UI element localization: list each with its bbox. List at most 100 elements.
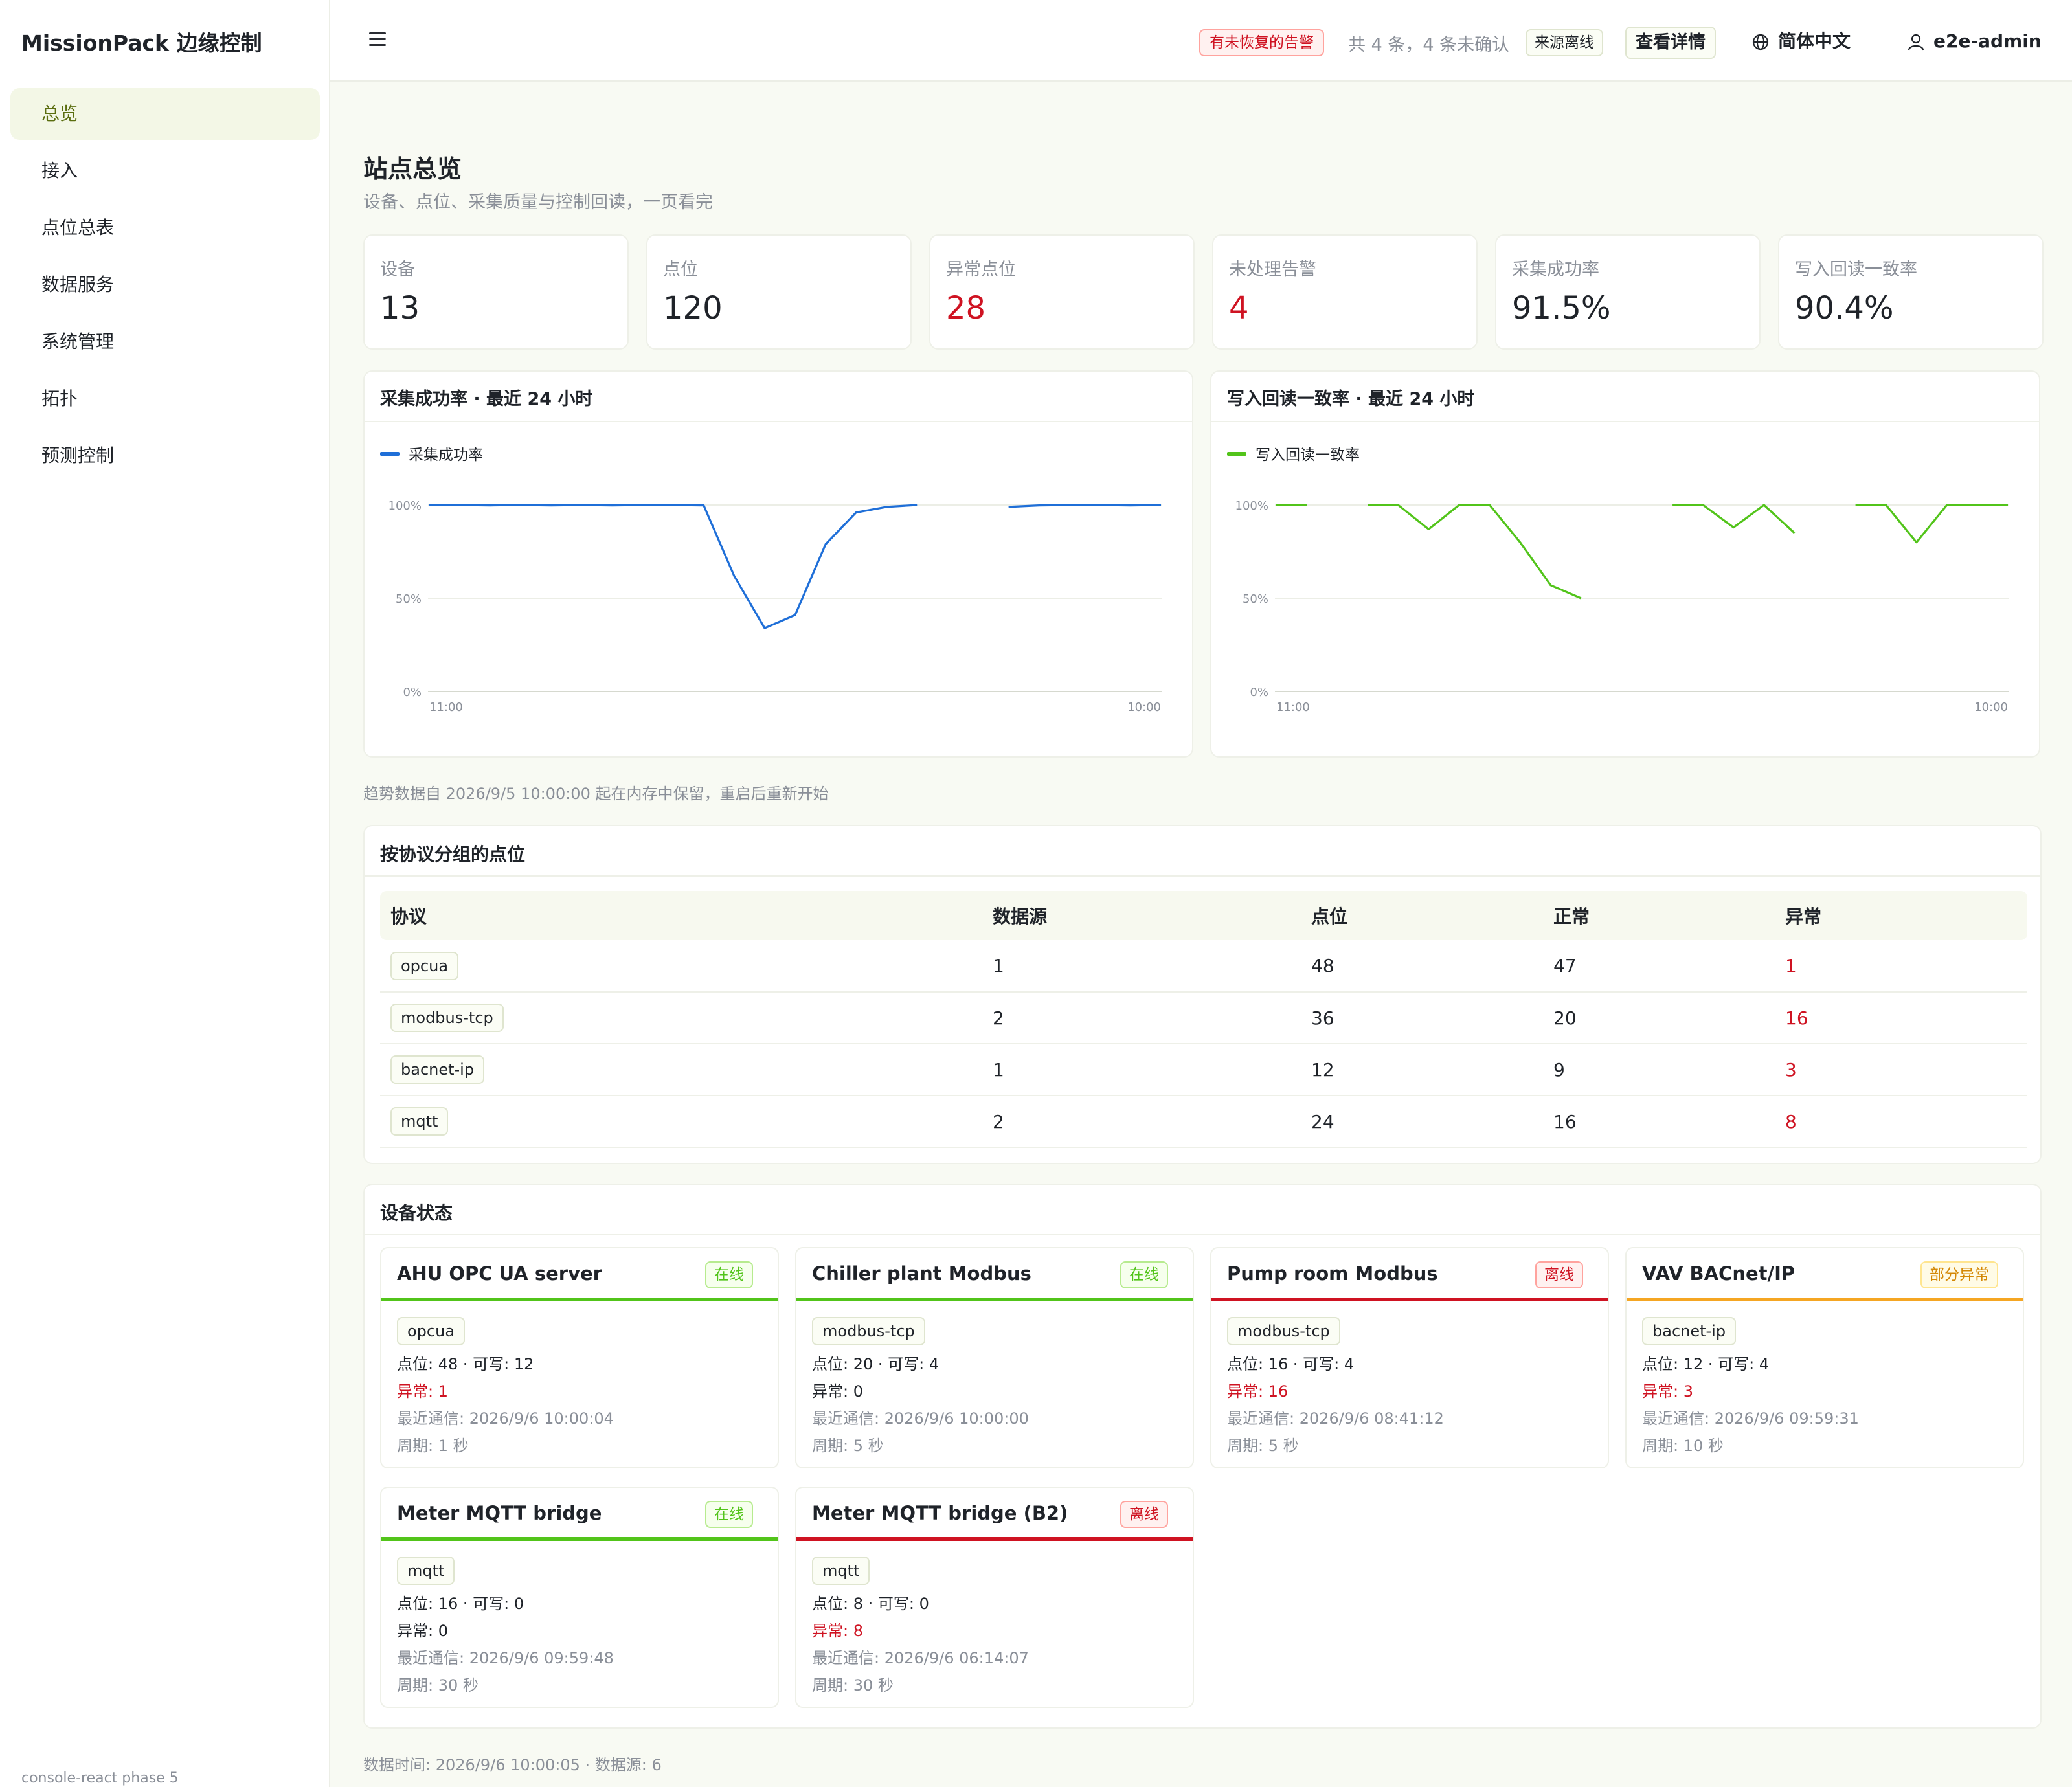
protocol-tag: opcua [397, 1317, 466, 1345]
points-cell: 36 [1301, 992, 1543, 1044]
sidebar-menu: 总览接入点位总表数据服务系统管理拓扑预测控制 [10, 88, 320, 487]
kpi-card: 未处理告警 4 [1212, 234, 1478, 350]
device-abnormal: 异常: 8 [812, 1622, 863, 1640]
column-header: 点位 [1301, 891, 1543, 940]
device-details: modbus-tcp 点位: 20 · 可写: 4 异常: 0 最近通信: 2026/… [812, 1317, 1029, 1459]
sources-cell: 1 [982, 1044, 1301, 1096]
sidebar-item-overview[interactable]: 总览 [10, 88, 320, 140]
sidebar-item-system-admin[interactable]: 系统管理 [41, 331, 115, 352]
series-line [429, 504, 918, 629]
device-status-card: 设备状态 AHU OPC UA server 在线 opcua 点位: 48 · 可写… [363, 1184, 2042, 1729]
series-line [1672, 504, 1796, 534]
device-details: mqtt 点位: 8 · 可写: 0 异常: 8 最近通信: 2026/9/6 06:… [812, 1557, 1029, 1699]
y-tick-label: 0% [1250, 686, 1268, 699]
normal-cell: 9 [1543, 1044, 1775, 1096]
sidebar: MissionPack 边缘控制 总览 接入 点位总表 数据服务 系统管理 拓扑 预测控制 … [0, 0, 330, 1787]
device-status-badge: 部分异常 [1920, 1261, 1998, 1288]
kpi-card: 采集成功率 91.5% [1495, 234, 1761, 350]
device-points: 点位: 16 · 可写: 0 [397, 1595, 524, 1613]
protocol-tag: bacnet-ip [390, 1055, 485, 1084]
device-status-badge: 在线 [705, 1501, 753, 1528]
device-name: Pump room Modbus [1227, 1263, 1438, 1285]
device-name: VAV BACnet/IP [1642, 1263, 1796, 1285]
device-status-badge: 离线 [1535, 1261, 1583, 1288]
x-tick-label: 11:00 [1276, 701, 1310, 714]
y-tick-label: 0% [403, 686, 422, 699]
device-status-badge: 在线 [705, 1261, 753, 1288]
column-header: 异常 [1775, 891, 2027, 940]
device-period: 周期: 5 秒 [812, 1437, 884, 1455]
device-status-badge: 在线 [1120, 1261, 1168, 1288]
view-details-button[interactable]: 查看详情 [1625, 27, 1716, 59]
sidebar-item-predictive-control[interactable]: 预测控制 [41, 445, 115, 466]
kpi-label: 未处理告警 [1229, 260, 1316, 280]
y-tick-label: 100% [388, 499, 422, 513]
sidebar-item-topology[interactable]: 拓扑 [41, 388, 78, 409]
alert-summary: 共 4 条，4 条未确认 [1348, 35, 1510, 55]
device-status-bar [381, 1537, 778, 1541]
device-abnormal: 异常: 0 [397, 1622, 448, 1640]
abnormal-cell: 8 [1775, 1096, 2027, 1148]
collection-rate-plot: 采集成功率 0% 50% 100% 11:00 10:00 [380, 447, 1162, 714]
sidebar-item-point-table[interactable]: 点位总表 [41, 217, 115, 238]
protocol-tag: mqtt [390, 1107, 449, 1136]
language-switcher[interactable]: 简体中文 [1752, 28, 1851, 54]
protocol-points-card: 按协议分组的点位 协议 数据源 点位 正常 异常 opcua 1 48 47 1 modbus-t… [363, 825, 2042, 1164]
section-title: 按协议分组的点位 [380, 844, 526, 865]
device-last-comm: 最近通信: 2026/9/6 09:59:31 [1642, 1410, 1859, 1428]
sidebar-item-access[interactable]: 接入 [41, 160, 78, 181]
protocol-tag: opcua [390, 951, 459, 980]
kpi-card: 点位 120 [646, 234, 912, 350]
kpi-card: 设备 13 [363, 234, 629, 350]
device-last-comm: 最近通信: 2026/9/6 08:41:12 [1227, 1410, 1444, 1428]
x-tick-label: 10:00 [1974, 701, 2008, 714]
device-card[interactable]: VAV BACnet/IP 部分异常 bacnet-ip 点位: 12 · 可写: 4… [1625, 1247, 2024, 1468]
column-header: 协议 [380, 891, 982, 940]
alert-tag[interactable]: 有未恢复的告警 [1199, 29, 1324, 56]
legend-label: 写入回读一致率 [1256, 447, 1360, 464]
source-offline-tag: 来源离线 [1526, 29, 1603, 56]
kpi-label: 异常点位 [946, 260, 1016, 280]
sidebar-item-data-service[interactable]: 数据服务 [41, 274, 115, 295]
sources-cell: 1 [982, 940, 1301, 993]
device-abnormal: 异常: 3 [1642, 1382, 1693, 1400]
device-card[interactable]: Chiller plant Modbus 在线 modbus-tcp 点位: 20 ·… [795, 1247, 1194, 1468]
device-name: AHU OPC UA server [397, 1263, 602, 1285]
language-label: 简体中文 [1778, 30, 1851, 52]
series-line [1008, 504, 1162, 508]
points-cell: 12 [1301, 1044, 1543, 1096]
device-card[interactable]: AHU OPC UA server 在线 opcua 点位: 48 · 可写: 12 异… [380, 1247, 779, 1468]
kpi-label: 写入回读一致率 [1795, 260, 1917, 280]
abnormal-cell: 1 [1775, 940, 2027, 993]
protocol-tag: modbus-tcp [390, 1004, 504, 1032]
protocol-tag: bacnet-ip [1642, 1317, 1737, 1345]
column-header: 数据源 [982, 891, 1301, 940]
device-name: Chiller plant Modbus [812, 1263, 1031, 1285]
series-line [1368, 504, 1582, 600]
device-card[interactable]: Meter MQTT bridge (B2) 离线 mqtt 点位: 8 · 可写: … [795, 1487, 1194, 1708]
protocol-tag: modbus-tcp [1227, 1317, 1340, 1345]
trend-note: 趋势数据自 2026/9/5 10:00:00 起在内存中保留，重启后重新开始 [363, 785, 829, 803]
device-name: Meter MQTT bridge [397, 1502, 602, 1524]
device-period: 周期: 10 秒 [1642, 1437, 1724, 1455]
legend-label: 采集成功率 [409, 447, 483, 464]
protocol-cell: opcua [380, 940, 982, 993]
device-status-bar [381, 1298, 778, 1301]
collection-rate-chart: 采集成功率 · 最近 24 小时 采集成功率 0% 50% 100% 11:00 10:0… [363, 370, 1193, 758]
device-card[interactable]: Pump room Modbus 离线 modbus-tcp 点位: 16 · 可写:… [1210, 1247, 1609, 1468]
device-card[interactable]: Meter MQTT bridge 在线 mqtt 点位: 16 · 可写: 0 异常:… [380, 1487, 779, 1708]
sidebar-footer: console-react phase 5 [21, 1770, 179, 1786]
column-header: 正常 [1543, 891, 1775, 940]
user-menu[interactable]: e2e-admin [1908, 28, 2042, 54]
chart-title: 采集成功率 · 最近 24 小时 [380, 389, 593, 409]
device-details: bacnet-ip 点位: 12 · 可写: 4 异常: 3 最近通信: 2026/9… [1642, 1317, 1859, 1459]
protocol-cell: modbus-tcp [380, 992, 982, 1044]
device-details: mqtt 点位: 16 · 可写: 0 异常: 0 最近通信: 2026/9/6 09… [397, 1557, 614, 1699]
device-period: 周期: 5 秒 [1227, 1437, 1299, 1455]
x-tick-label: 11:00 [429, 701, 463, 714]
menu-toggle-icon[interactable] [369, 32, 386, 47]
legend-swatch [380, 452, 400, 456]
abnormal-cell: 3 [1775, 1044, 2027, 1096]
page-title: 站点总览 [363, 155, 462, 183]
